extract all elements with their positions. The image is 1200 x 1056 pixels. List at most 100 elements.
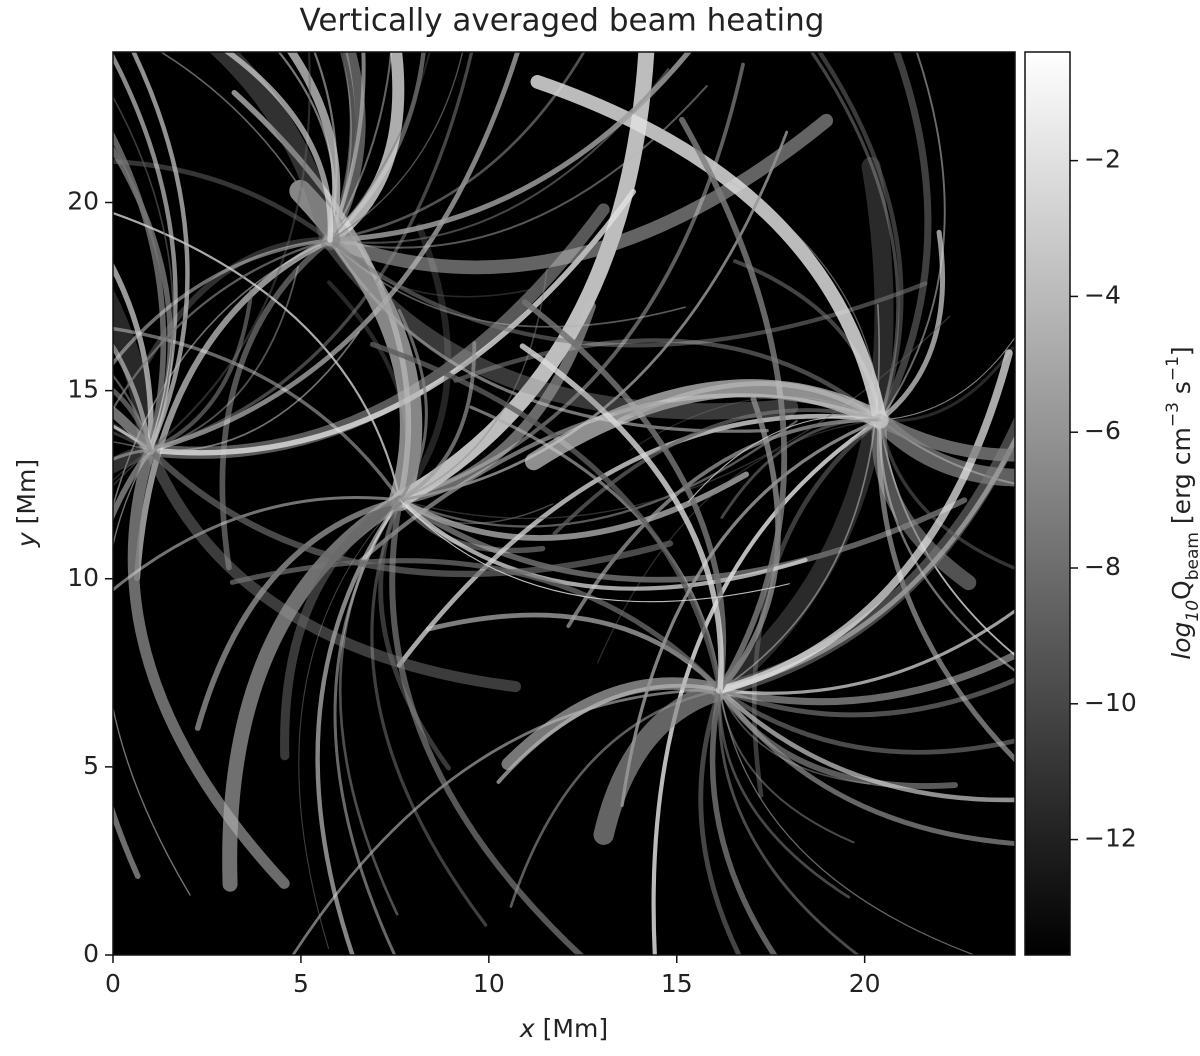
texture-strand xyxy=(878,346,1014,423)
texture-strand xyxy=(398,419,798,528)
texture-strand xyxy=(871,411,1015,487)
texture-strand xyxy=(396,413,883,668)
y-tick-label: 10 xyxy=(67,563,99,592)
texture-strand xyxy=(298,499,401,949)
texture-strand xyxy=(397,308,428,502)
texture-strand xyxy=(328,52,586,242)
texture-strand xyxy=(323,113,834,275)
texture-strand xyxy=(327,237,928,348)
texture-strand xyxy=(113,95,174,451)
label-part: 10 xyxy=(1183,600,1200,622)
label-part: −1 xyxy=(1163,356,1183,381)
colorbar-tick-label: −8 xyxy=(1084,552,1121,581)
texture-strand xyxy=(717,687,1015,846)
texture-strand xyxy=(716,650,1015,706)
texture-strand xyxy=(566,418,882,629)
texture-strand xyxy=(521,299,727,693)
y-tick-label: 20 xyxy=(67,187,99,216)
y-axis-label: y [Mm] xyxy=(12,459,41,548)
texture-strand xyxy=(329,85,708,249)
texture-strand xyxy=(333,498,402,955)
texture-strand xyxy=(144,444,522,693)
texture-strand xyxy=(113,130,167,453)
texture-strand xyxy=(113,405,155,455)
texture-strand xyxy=(327,52,356,243)
texture-strand xyxy=(809,52,900,422)
texture-strand xyxy=(681,152,881,421)
texture-strand xyxy=(878,418,1015,673)
texture-strand xyxy=(398,62,745,502)
texture-strand xyxy=(329,52,464,241)
texture-strand xyxy=(719,689,871,785)
label-part: [Mm] xyxy=(535,1014,608,1043)
colorbar-label: log10Qbeam [erg cm−3 s−1] xyxy=(1163,346,1200,659)
y-tick-label: 0 xyxy=(83,939,99,968)
texture-strand xyxy=(321,231,799,420)
colorbar xyxy=(1024,51,1071,956)
texture-strand xyxy=(113,238,332,411)
texture-strand xyxy=(149,265,299,451)
colorbar-tick-label: −12 xyxy=(1084,824,1137,853)
texture-strand xyxy=(113,449,151,482)
texture-strand xyxy=(877,229,946,423)
texture-strand xyxy=(709,687,778,955)
texture-strand xyxy=(398,130,789,502)
texture-strand xyxy=(453,338,883,423)
texture-strand xyxy=(113,448,152,462)
texture-strand xyxy=(329,52,431,241)
texture-strand xyxy=(113,496,402,592)
texture-strand xyxy=(710,156,894,700)
x-tick-label: 0 xyxy=(105,969,121,998)
texture-strand xyxy=(147,289,254,453)
texture-strand xyxy=(399,499,790,603)
texture-strand xyxy=(718,608,1015,695)
texture-strand xyxy=(879,336,1015,421)
label-part: Q xyxy=(1167,580,1196,600)
colorbar-tick-label: −6 xyxy=(1084,416,1121,445)
label-part: y xyxy=(12,531,41,548)
texture-strand xyxy=(879,419,1015,485)
texture-strand xyxy=(720,418,882,519)
texture-strand xyxy=(398,341,477,502)
label-part: [Mm] xyxy=(12,459,41,532)
label-part: −3 xyxy=(1163,402,1183,427)
texture-strand xyxy=(816,52,904,423)
texture-strand xyxy=(389,497,585,955)
texture-strand xyxy=(113,387,153,453)
label-part: beam xyxy=(1183,532,1200,580)
texture-strand xyxy=(719,304,880,691)
texture-strand xyxy=(113,342,153,453)
texture-strand xyxy=(113,211,402,502)
texture-strand xyxy=(392,52,655,508)
texture-strand xyxy=(716,349,1013,694)
texture-strand xyxy=(530,75,887,427)
texture-strand xyxy=(146,446,674,578)
texture-strand xyxy=(369,341,723,693)
texture-strand xyxy=(717,688,861,955)
texture-strand xyxy=(327,52,692,243)
label-part: log xyxy=(1167,622,1196,660)
texture-strand xyxy=(131,52,190,453)
colorbar-tick-label: −2 xyxy=(1084,145,1121,174)
texture-strand xyxy=(378,497,451,771)
texture-strand xyxy=(113,262,154,453)
label-part: x xyxy=(519,1014,535,1043)
texture-strand xyxy=(876,52,932,424)
x-tick-label: 5 xyxy=(293,969,309,998)
texture-strand xyxy=(280,495,405,761)
texture-strand xyxy=(873,413,1015,462)
texture-strand xyxy=(718,688,851,899)
texture-strand xyxy=(593,679,731,845)
label-part: s xyxy=(1167,381,1196,402)
texture-strand xyxy=(148,52,311,452)
texture-strand xyxy=(620,418,882,807)
texture-strand xyxy=(328,238,769,433)
x-axis-label: x [Mm] xyxy=(519,1014,608,1043)
texture-strand xyxy=(113,159,333,243)
texture-strand xyxy=(324,52,366,246)
texture-strand xyxy=(159,52,331,241)
texture-strand xyxy=(719,689,855,844)
texture-strand xyxy=(717,687,1015,755)
